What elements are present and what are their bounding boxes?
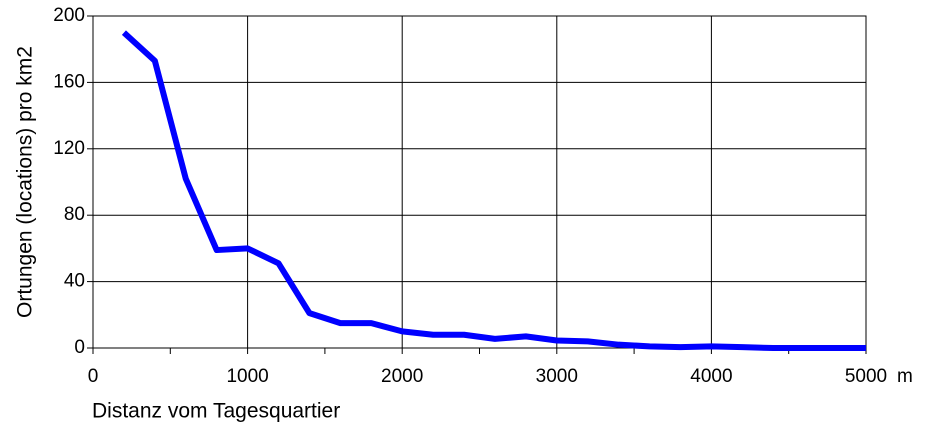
x-tick-label: 1000	[226, 366, 268, 387]
x-tick-label: 0	[88, 366, 99, 387]
y-tick-label: 160	[53, 71, 85, 92]
data-line	[121, 30, 866, 351]
x-tick-label: 4000	[690, 366, 732, 387]
y-tick-label: 40	[64, 271, 85, 292]
y-tick-label: 120	[53, 138, 85, 159]
x-tick-label: 3000	[536, 366, 578, 387]
y-axis-title: Ortungen (locations) pro km2	[14, 46, 37, 318]
y-tick-label: 0	[74, 337, 85, 358]
x-axis-title: Distanz vom Tagesquartier	[92, 400, 340, 423]
x-tick-label: 2000	[381, 366, 423, 387]
y-tick-label: 80	[64, 204, 85, 225]
plot-area	[92, 15, 867, 349]
x-unit: m	[897, 366, 913, 387]
x-tick-label: 5000	[845, 366, 887, 387]
y-tick-label: 200	[53, 5, 85, 26]
